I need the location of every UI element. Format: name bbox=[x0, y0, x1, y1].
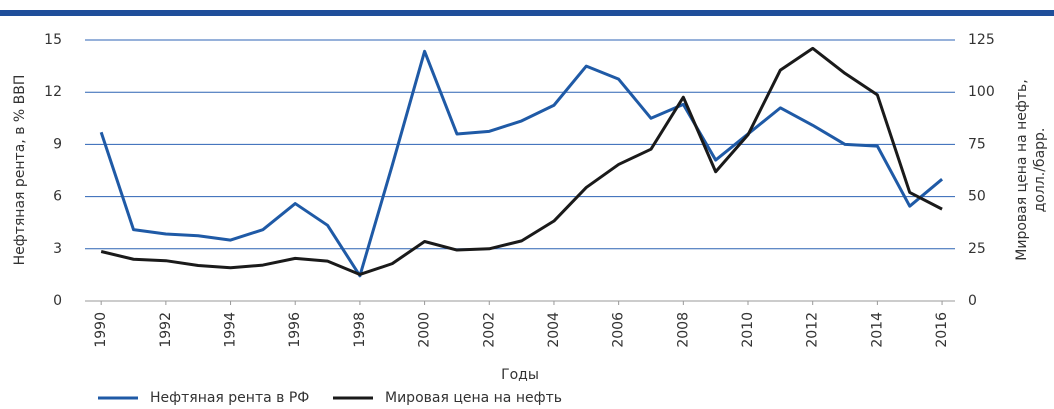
y2-tick-label: 75 bbox=[968, 136, 986, 152]
x-tick-label: 2012 bbox=[805, 312, 821, 348]
y-tick-label: 3 bbox=[53, 241, 62, 257]
x-tick-label: 1994 bbox=[223, 312, 239, 348]
x-tick-label: 1990 bbox=[93, 312, 109, 348]
y2-tick-label: 125 bbox=[968, 32, 995, 48]
y2-axis-label: долл./барр. bbox=[1032, 128, 1048, 213]
y-tick-label: 15 bbox=[44, 32, 62, 48]
y2-axis-label: Мировая цена на нефть, bbox=[1014, 79, 1030, 260]
x-tick-label: 2002 bbox=[481, 312, 497, 348]
x-tick-label: 2014 bbox=[869, 312, 885, 348]
x-tick-label: 2000 bbox=[417, 312, 433, 348]
y-tick-label: 9 bbox=[53, 136, 62, 152]
legend-label: Мировая цена на нефть bbox=[385, 390, 562, 406]
y2-tick-label: 25 bbox=[968, 241, 986, 257]
y-tick-label: 6 bbox=[53, 189, 62, 205]
x-tick-label: 2008 bbox=[675, 312, 691, 348]
y-axis-label: Нефтяная рента, в % ВВП bbox=[12, 75, 28, 266]
series-line bbox=[100, 46, 943, 276]
x-tick-label: 2004 bbox=[546, 312, 562, 348]
y2-tick-label: 0 bbox=[968, 293, 977, 309]
x-tick-label: 1996 bbox=[287, 312, 303, 348]
series-line bbox=[99, 49, 944, 278]
x-axis-label: Годы bbox=[501, 367, 539, 383]
x-tick-label: 1992 bbox=[158, 312, 174, 348]
legend-label: Нефтяная рента в РФ bbox=[150, 390, 309, 406]
top-bar bbox=[0, 10, 1054, 16]
y-tick-label: 0 bbox=[53, 293, 62, 309]
y-tick-label: 12 bbox=[44, 84, 62, 100]
y2-tick-label: 50 bbox=[968, 189, 986, 205]
x-tick-label: 2006 bbox=[611, 312, 627, 348]
x-tick-label: 1998 bbox=[352, 312, 368, 348]
y2-tick-label: 100 bbox=[968, 84, 995, 100]
x-tick-label: 2016 bbox=[934, 312, 950, 348]
x-tick-label: 2010 bbox=[740, 312, 756, 348]
